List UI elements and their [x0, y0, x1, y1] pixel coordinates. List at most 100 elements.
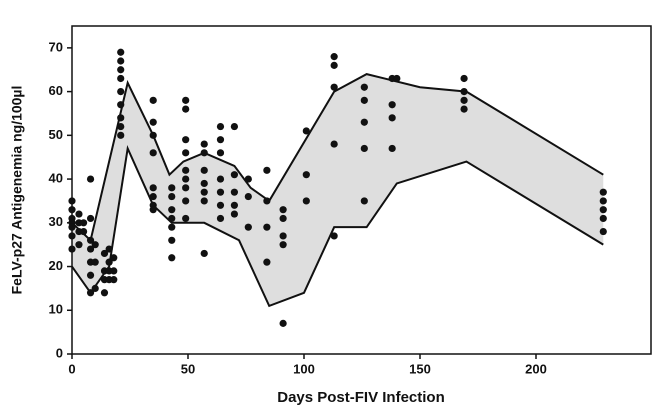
band — [72, 74, 604, 306]
data-point — [460, 88, 468, 96]
y-tick-label: 60 — [49, 83, 63, 98]
data-point — [182, 136, 190, 144]
data-point — [388, 114, 396, 122]
data-point — [182, 96, 190, 104]
data-point — [182, 105, 190, 113]
data-point — [86, 271, 95, 279]
data-point — [200, 249, 208, 258]
data-point — [244, 175, 252, 183]
data-point — [117, 88, 125, 96]
y-tick-label: 70 — [49, 39, 63, 54]
data-point — [200, 179, 208, 188]
data-point — [216, 175, 225, 183]
data-point — [200, 197, 208, 205]
data-point — [149, 184, 157, 192]
data-point — [117, 48, 125, 56]
data-point — [149, 206, 157, 214]
data-point — [110, 276, 118, 284]
y-tick-label: 30 — [49, 214, 63, 229]
data-point — [360, 197, 368, 205]
data-point — [110, 267, 118, 275]
data-point — [68, 245, 76, 253]
data-point — [149, 131, 157, 139]
data-point — [216, 149, 225, 157]
y-tick-label: 40 — [49, 171, 63, 186]
data-point — [117, 57, 125, 65]
data-point — [230, 188, 238, 196]
data-point — [117, 74, 125, 83]
data-point — [599, 214, 607, 223]
data-point — [149, 149, 157, 157]
data-point — [182, 197, 190, 205]
data-point — [200, 149, 208, 157]
data-point — [182, 175, 190, 183]
data-point — [302, 127, 310, 135]
x-tick-label: 100 — [293, 361, 315, 376]
data-point — [263, 197, 271, 205]
y-tick-label: 10 — [49, 302, 63, 317]
data-point — [182, 184, 190, 192]
data-point — [182, 214, 190, 223]
data-point — [330, 53, 338, 61]
data-point — [91, 284, 99, 292]
data-point — [279, 319, 287, 327]
data-point — [263, 166, 271, 174]
data-point — [168, 236, 176, 244]
data-point — [599, 188, 607, 196]
data-point — [168, 192, 176, 201]
data-point — [216, 188, 225, 196]
data-point — [100, 249, 109, 258]
data-point — [117, 131, 125, 139]
data-point — [360, 144, 368, 153]
x-tick-label: 200 — [525, 361, 547, 376]
data-point — [105, 245, 113, 253]
data-point — [168, 223, 176, 231]
data-point — [86, 245, 95, 253]
data-point — [230, 210, 238, 218]
data-point — [263, 258, 271, 266]
data-point — [86, 236, 95, 244]
data-point — [216, 136, 225, 144]
data-point — [599, 206, 607, 214]
data-point — [168, 254, 176, 262]
data-point — [117, 101, 125, 109]
data-point — [200, 166, 208, 174]
data-point — [91, 258, 99, 266]
data-point — [599, 197, 607, 205]
data-point — [279, 206, 287, 214]
y-axis-label: FeLV-p27 Antigenemia ng/100µl — [9, 86, 25, 295]
data-point — [86, 289, 95, 297]
data-point — [216, 122, 225, 131]
data-point — [460, 105, 468, 113]
data-point — [117, 122, 125, 131]
x-tick-label: 50 — [181, 361, 195, 376]
data-point — [279, 241, 287, 249]
data-point — [330, 83, 338, 91]
y-tick-label: 20 — [49, 258, 63, 273]
data-point — [68, 232, 76, 240]
data-point — [263, 223, 271, 231]
data-point — [360, 96, 368, 104]
data-point — [168, 206, 176, 214]
x-tick-label: 0 — [68, 361, 75, 376]
data-point — [330, 61, 338, 69]
lower-line — [71, 144, 604, 308]
data-point — [302, 171, 310, 179]
data-point — [200, 140, 208, 148]
data-point — [393, 74, 401, 83]
data-point — [302, 197, 310, 205]
data-point — [230, 122, 238, 131]
data-point — [110, 254, 118, 262]
data-point — [149, 96, 157, 104]
data-point — [216, 201, 225, 209]
data-point — [80, 219, 88, 227]
data-point — [388, 144, 396, 153]
data-point — [244, 223, 252, 231]
upper-line — [71, 73, 604, 243]
data-point — [460, 74, 468, 83]
data-point — [216, 214, 225, 223]
data-point — [86, 214, 95, 223]
data-point — [599, 227, 607, 236]
data-point — [68, 223, 76, 231]
